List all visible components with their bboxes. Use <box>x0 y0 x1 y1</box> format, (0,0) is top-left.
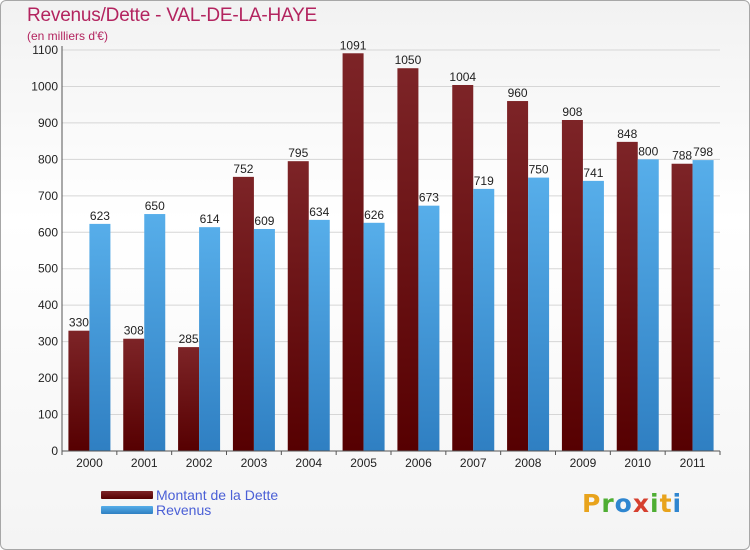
data-label-revenus: 673 <box>419 191 439 205</box>
bar-dette <box>232 176 254 451</box>
logo-letter: x <box>632 489 650 518</box>
bar-revenus <box>199 227 221 451</box>
data-label-revenus: 634 <box>309 205 329 219</box>
bar-dette <box>123 338 145 451</box>
x-tick-label: 2010 <box>624 456 651 470</box>
proxiti-logo: Proxiti <box>582 489 682 518</box>
data-label-revenus: 800 <box>638 144 658 158</box>
logo-letter: P <box>582 489 602 518</box>
bar-revenus <box>144 214 166 451</box>
data-label-dette: 1050 <box>395 53 422 67</box>
bar-dette <box>507 101 529 451</box>
y-tick-label: 1000 <box>31 79 58 93</box>
legend-label-revenus: Revenus <box>156 501 212 518</box>
data-label-revenus: 719 <box>474 174 494 188</box>
x-tick-label: 2008 <box>515 456 542 470</box>
data-label-revenus: 623 <box>90 209 110 223</box>
legend-item-revenus: Revenus <box>101 501 278 518</box>
bar-revenus <box>582 180 604 451</box>
bar-revenus <box>473 188 495 451</box>
y-tick-label: 700 <box>38 189 58 203</box>
x-tick-label: 2011 <box>680 456 706 470</box>
data-label-dette: 1091 <box>340 38 367 52</box>
y-tick-label: 100 <box>38 408 58 422</box>
bar-revenus <box>528 177 550 451</box>
data-label-revenus: 609 <box>254 214 274 228</box>
x-tick-label: 2004 <box>295 456 322 470</box>
x-tick-label: 2000 <box>76 456 103 470</box>
data-label-revenus: 614 <box>200 212 220 226</box>
bar-dette <box>397 68 419 452</box>
y-tick-label: 1100 <box>32 43 58 57</box>
bar-dette <box>452 84 474 451</box>
x-tick-label: 2006 <box>405 456 432 470</box>
y-tick-label: 800 <box>38 152 58 166</box>
legend-label-dette: Montant de la Dette <box>156 486 279 503</box>
legend-swatch-revenus <box>101 505 153 514</box>
data-label-dette: 308 <box>124 324 144 338</box>
data-label-dette: 1004 <box>449 70 476 84</box>
x-tick-label: 2009 <box>570 456 597 470</box>
bar-revenus <box>253 228 275 451</box>
logo-letter: i <box>672 489 683 518</box>
bar-dette <box>561 119 583 451</box>
data-label-dette: 960 <box>508 86 528 100</box>
bar-dette <box>68 330 90 451</box>
data-label-dette: 795 <box>288 146 308 160</box>
x-tick-label: 2007 <box>460 456 487 470</box>
data-label-dette: 788 <box>672 149 692 163</box>
y-tick-label: 400 <box>38 298 58 312</box>
data-label-revenus: 798 <box>693 145 713 159</box>
bar-dette <box>671 163 693 452</box>
data-label-dette: 285 <box>179 332 199 346</box>
bar-dette <box>178 347 200 451</box>
data-label-revenus: 750 <box>529 163 549 177</box>
data-label-revenus: 741 <box>583 166 603 180</box>
bar-revenus <box>418 205 440 451</box>
bar-dette <box>616 141 638 451</box>
logo-letter: t <box>659 489 673 518</box>
legend-item-dette: Montant de la Dette <box>101 486 279 503</box>
data-label-dette: 908 <box>562 105 582 119</box>
legend-swatch-dette <box>101 490 153 499</box>
logo-letter: i <box>650 489 660 518</box>
bar-revenus <box>308 219 330 451</box>
data-label-dette: 330 <box>69 316 89 330</box>
x-tick-label: 2002 <box>186 456 213 470</box>
y-tick-label: 300 <box>38 335 58 349</box>
logo-letter: r <box>601 489 615 518</box>
legend: Montant de la Dette Revenus <box>101 486 279 518</box>
chart-subtitle: (en milliers d'€) <box>27 29 108 43</box>
logo-letter: o <box>614 489 633 518</box>
y-tick-label: 0 <box>51 444 58 458</box>
y-tick-label: 600 <box>38 225 58 239</box>
x-tick-label: 2005 <box>350 456 377 470</box>
bar-dette <box>342 53 364 451</box>
bar-revenus <box>363 222 385 451</box>
y-tick-label: 500 <box>38 262 58 276</box>
data-label-revenus: 650 <box>145 199 165 213</box>
x-tick-label: 2001 <box>131 456 158 470</box>
x-tick-label: 2003 <box>241 456 268 470</box>
bar-revenus <box>637 159 659 451</box>
y-tick-label: 900 <box>38 116 58 130</box>
y-tick-label: 200 <box>38 371 58 385</box>
bar-revenus <box>89 223 111 451</box>
data-label-dette: 752 <box>233 162 253 176</box>
chart-title: Revenus/Dette - VAL-DE-LA-HAYE <box>27 5 318 26</box>
bar-revenus <box>692 160 714 452</box>
data-label-dette: 848 <box>617 127 637 141</box>
bar-dette <box>287 161 309 451</box>
data-label-revenus: 626 <box>364 208 384 222</box>
